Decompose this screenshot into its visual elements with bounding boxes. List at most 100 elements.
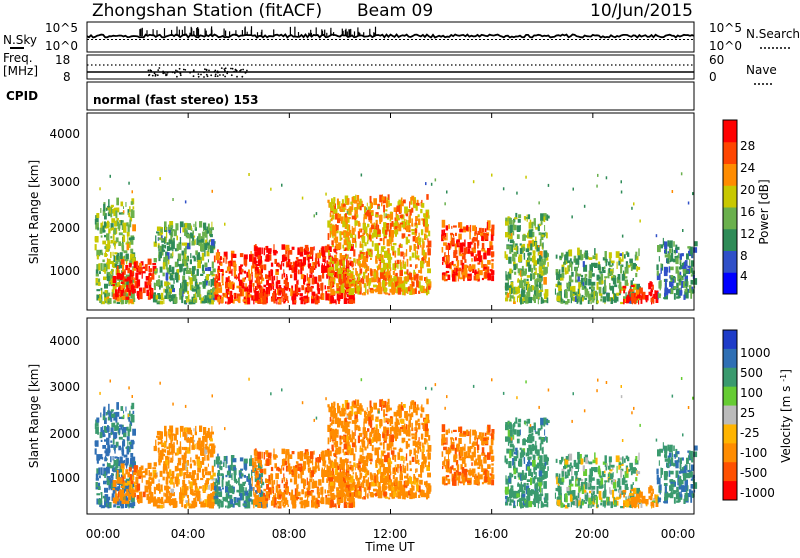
power-cell: [399, 277, 402, 284]
velocity-cell: [160, 471, 163, 477]
velocity-cell: [262, 452, 263, 459]
power-cell: [559, 258, 562, 260]
power-cell: [485, 228, 486, 232]
velocity-cell: [306, 452, 309, 456]
nave-dip-point: [221, 67, 223, 69]
velocity-cell: [200, 499, 201, 502]
power-cell: [175, 297, 178, 303]
power-cell: [122, 243, 124, 250]
power-cell: [469, 232, 471, 240]
velocity-cell: [311, 503, 315, 508]
power-cell: [278, 264, 281, 268]
velocity-cell: [95, 441, 97, 446]
velocity-cell: [222, 488, 224, 490]
power-cell: [322, 246, 325, 253]
power-cell: [111, 240, 114, 244]
velocity-cell: [121, 425, 123, 430]
power-cell: [127, 288, 129, 292]
power-cell: [109, 298, 111, 304]
power-cell: [491, 174, 493, 177]
power-cell: [581, 297, 582, 302]
power-cell: [540, 213, 543, 221]
power-cell: [577, 248, 580, 256]
power-cell: [667, 267, 669, 272]
freq-tick-top: 18: [55, 53, 70, 67]
power-cell: [529, 222, 532, 229]
velocity-cell: [282, 459, 285, 466]
power-cell: [120, 274, 123, 280]
velocity-cell: [114, 460, 116, 467]
velocity-cell: [204, 454, 205, 461]
power-cell: [509, 246, 511, 254]
nave-dip-point: [242, 69, 244, 71]
power-cell: [442, 220, 446, 228]
power-cell: [399, 270, 403, 276]
power-cell: [369, 228, 371, 235]
power-cell: [163, 273, 165, 277]
power-cell: [331, 240, 333, 245]
power-cell: [199, 243, 203, 247]
velocity-cell: [220, 467, 222, 471]
power-cell: [226, 257, 227, 264]
velocity-cell: [123, 493, 124, 497]
velocity-cell: [202, 469, 204, 475]
power-cell: [416, 281, 419, 287]
power-cell: [210, 271, 213, 275]
velocity-cell: [269, 494, 270, 498]
power-cell: [336, 283, 339, 287]
power-cell: [370, 290, 374, 293]
velocity-cell: [163, 454, 166, 456]
freq-label: Freq.: [3, 51, 33, 65]
velocity-cell: [215, 496, 218, 499]
velocity-cell: [183, 447, 187, 450]
power-cell: [261, 281, 263, 284]
power-cell: [390, 212, 392, 214]
velocity-cell: [131, 415, 135, 423]
power-cell: [426, 194, 428, 200]
power-cell: [125, 259, 129, 261]
velocity-cell: [278, 468, 281, 472]
nave-dip-point: [203, 72, 205, 74]
power-cell: [382, 197, 385, 201]
velocity-cell: [221, 501, 224, 507]
power-cell: [101, 288, 103, 291]
nave-dip-point: [189, 72, 191, 74]
power-cell: [189, 268, 192, 274]
power-cell: [594, 291, 595, 299]
power-cell: [122, 296, 126, 300]
power-cell: [226, 277, 229, 282]
velocity-cell: [140, 499, 142, 502]
power-cell: [190, 253, 191, 258]
velocity-cell: [195, 455, 198, 460]
power-cell: [110, 236, 112, 238]
power-cell: [464, 259, 466, 263]
power-cell: [682, 229, 684, 232]
power-cell: [384, 251, 388, 258]
power-cell: [391, 257, 393, 260]
power-cell: [663, 297, 666, 299]
nave-label: Nave: [746, 63, 777, 77]
power-cell: [415, 264, 416, 268]
velocity-cell: [173, 482, 174, 488]
velocity-cell: [175, 477, 179, 482]
power-cell: [388, 261, 391, 269]
power-cell: [392, 282, 395, 287]
power-cell: [164, 237, 166, 245]
velocity-cell: [189, 447, 190, 451]
power-cell: [578, 282, 580, 289]
power-cell: [216, 252, 220, 260]
power-cell: [355, 225, 356, 231]
power-cell: [96, 213, 99, 218]
power-cell: [622, 252, 624, 260]
power-cell: [684, 262, 687, 270]
power-cell: [578, 289, 579, 294]
power-cell: [620, 290, 621, 294]
power-cell: [380, 238, 383, 241]
power-cell: [403, 256, 404, 259]
power-cell: [230, 282, 233, 290]
power-cell: [538, 252, 539, 256]
velocity-cell: [105, 494, 108, 497]
velocity-cell: [186, 503, 188, 507]
velocity-cell: [102, 445, 106, 449]
velocity-cell: [164, 486, 167, 491]
